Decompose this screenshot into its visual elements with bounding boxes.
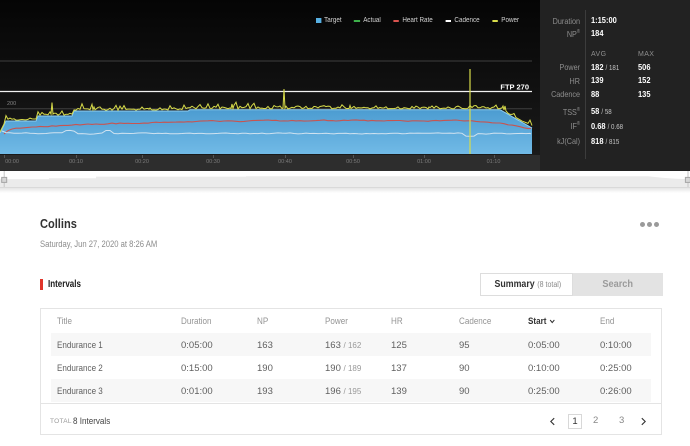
svg-text:200: 200 xyxy=(7,101,16,107)
svg-text:FTP 270: FTP 270 xyxy=(500,83,529,92)
